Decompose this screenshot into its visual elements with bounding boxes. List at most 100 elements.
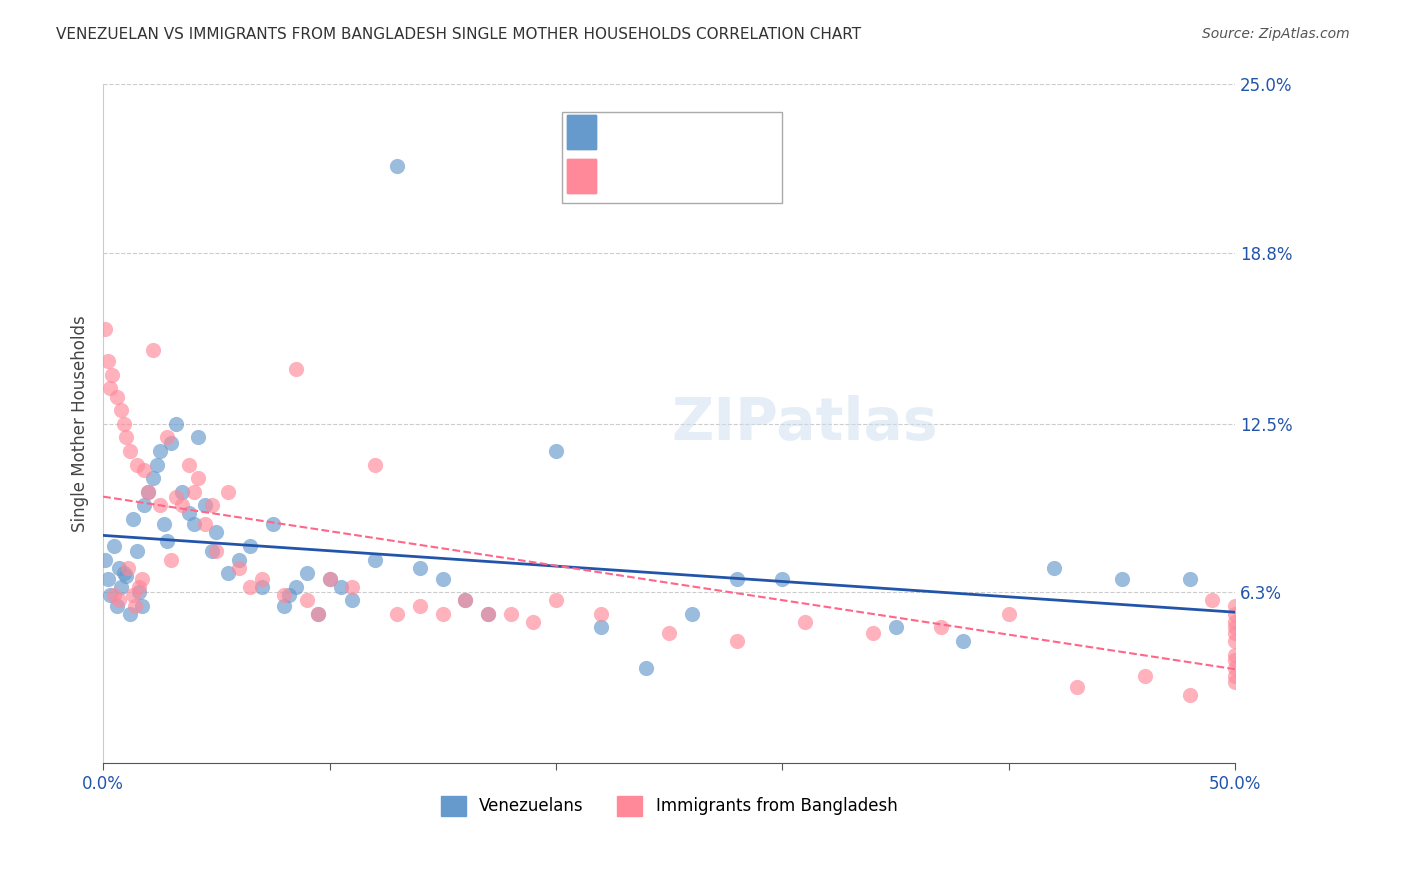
Point — [409, 560, 432, 574]
Point — [187, 471, 209, 485]
Point — [477, 607, 499, 621]
Point — [1223, 648, 1246, 662]
Point — [591, 620, 613, 634]
Point — [770, 572, 793, 586]
Point — [387, 159, 409, 173]
Point — [155, 430, 177, 444]
Point — [273, 599, 295, 613]
Point — [201, 498, 224, 512]
Point — [101, 368, 124, 382]
Point — [120, 607, 142, 621]
Text: 0.008: 0.008 — [652, 167, 704, 185]
Point — [284, 580, 307, 594]
Point — [432, 607, 454, 621]
Point — [1223, 653, 1246, 667]
Point — [250, 580, 273, 594]
Point — [97, 354, 120, 368]
Point — [952, 634, 974, 648]
Point — [364, 458, 387, 472]
Point — [94, 552, 117, 566]
Point — [295, 593, 318, 607]
Point — [262, 517, 284, 532]
Point — [160, 435, 183, 450]
Text: 72: 72 — [754, 167, 778, 185]
Point — [201, 544, 224, 558]
Point — [1223, 620, 1246, 634]
FancyBboxPatch shape — [567, 159, 596, 193]
Point — [1178, 572, 1201, 586]
Point — [1223, 599, 1246, 613]
Point — [1223, 615, 1246, 629]
Point — [205, 525, 228, 540]
Point — [387, 607, 409, 621]
Point — [929, 620, 952, 634]
Point — [105, 390, 128, 404]
Point — [187, 430, 209, 444]
Point — [591, 607, 613, 621]
Point — [307, 607, 329, 621]
Point — [172, 484, 194, 499]
Point — [636, 661, 658, 675]
Point — [884, 620, 907, 634]
Point — [105, 599, 128, 613]
Point — [120, 444, 142, 458]
Point — [1223, 634, 1246, 648]
Point — [340, 580, 363, 594]
Text: 0.113: 0.113 — [652, 123, 704, 141]
Text: VENEZUELAN VS IMMIGRANTS FROM BANGLADESH SINGLE MOTHER HOUSEHOLDS CORRELATION CH: VENEZUELAN VS IMMIGRANTS FROM BANGLADESH… — [56, 27, 862, 42]
Point — [295, 566, 318, 580]
Point — [544, 593, 567, 607]
Point — [277, 588, 299, 602]
Text: N =: N = — [709, 123, 741, 141]
Point — [108, 593, 131, 607]
Point — [179, 458, 201, 472]
Point — [318, 572, 340, 586]
Point — [228, 560, 250, 574]
Point — [194, 517, 217, 532]
Point — [127, 458, 149, 472]
Point — [110, 580, 132, 594]
Point — [432, 572, 454, 586]
Point — [1043, 560, 1066, 574]
Point — [165, 417, 187, 431]
Point — [1223, 669, 1246, 683]
Point — [1223, 661, 1246, 675]
Point — [103, 539, 125, 553]
Point — [250, 572, 273, 586]
Point — [1111, 572, 1133, 586]
Text: 60: 60 — [754, 123, 778, 141]
Point — [284, 362, 307, 376]
Point — [160, 552, 183, 566]
Point — [681, 607, 703, 621]
Point — [794, 615, 817, 629]
Point — [228, 552, 250, 566]
Point — [124, 599, 146, 613]
Point — [153, 517, 176, 532]
Point — [132, 498, 155, 512]
Point — [997, 607, 1019, 621]
Point — [273, 588, 295, 602]
Text: R =: R = — [602, 123, 631, 141]
Point — [725, 572, 748, 586]
Point — [155, 533, 177, 548]
Text: N =: N = — [709, 167, 741, 185]
Point — [318, 572, 340, 586]
Point — [172, 498, 194, 512]
Point — [1178, 688, 1201, 702]
Point — [97, 572, 120, 586]
Point — [1201, 593, 1223, 607]
Point — [121, 588, 143, 602]
Point — [1223, 625, 1246, 640]
FancyBboxPatch shape — [567, 115, 596, 149]
Point — [103, 588, 125, 602]
Point — [1223, 674, 1246, 689]
Point — [499, 607, 522, 621]
Point — [409, 599, 432, 613]
Point — [183, 517, 205, 532]
Point — [117, 560, 139, 574]
Point — [454, 593, 477, 607]
Point — [112, 417, 135, 431]
Point — [239, 539, 262, 553]
Y-axis label: Single Mother Households: Single Mother Households — [72, 316, 89, 533]
Point — [132, 463, 155, 477]
